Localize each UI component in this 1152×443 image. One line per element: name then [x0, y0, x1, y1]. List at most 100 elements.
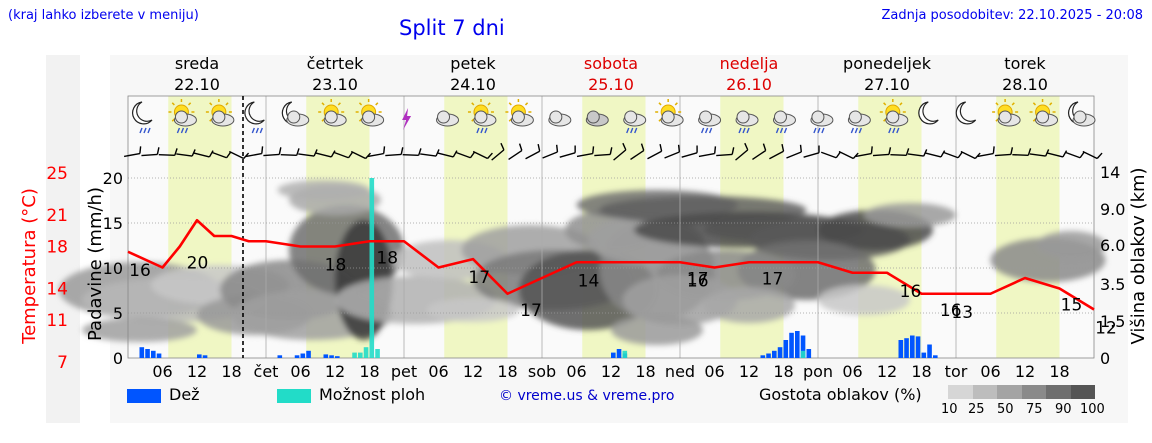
- wind-feather: [296, 148, 300, 156]
- wind-feather: [609, 147, 613, 155]
- storm-bar: [622, 350, 628, 358]
- x-tick-label: pon: [803, 362, 833, 381]
- rain-drop: [139, 127, 143, 134]
- rain-drop: [484, 127, 488, 134]
- wind-shaft: [158, 154, 175, 156]
- wind-barb: [855, 146, 873, 158]
- wind-shaft: [942, 151, 959, 159]
- rain-bar: [783, 340, 789, 358]
- wind-shaft: [229, 150, 245, 160]
- wind-shaft: [855, 152, 872, 158]
- rain-bar: [323, 354, 329, 358]
- rain-bar: [294, 355, 300, 358]
- x-tick-label: 06: [290, 362, 310, 381]
- day-date: 23.10: [312, 75, 358, 94]
- wind-barb: [158, 148, 178, 156]
- x-tick-label: 12: [325, 362, 345, 381]
- sky-icon-cloud-rain: [623, 110, 647, 134]
- temperature-line: [127, 218, 1095, 311]
- wind-feather: [957, 151, 964, 159]
- rain-drop: [850, 127, 855, 134]
- wind-barb: [735, 142, 749, 161]
- x-tick-label: 12: [877, 362, 897, 381]
- sun-ray: [375, 102, 379, 106]
- rain-drop: [738, 127, 742, 134]
- wind-feather: [781, 143, 785, 152]
- rain-bar: [760, 355, 766, 358]
- temperature-value-label: 20: [187, 254, 209, 274]
- wind-barb: [1064, 151, 1085, 159]
- temperature-line-group: [127, 218, 1095, 311]
- cloud-puff: [998, 110, 1012, 124]
- wind-feather: [469, 151, 476, 159]
- density-step-10: 10: [941, 402, 958, 417]
- cloud-puff: [362, 110, 376, 124]
- rain-bar: [806, 349, 812, 358]
- density-swatch: [1021, 385, 1046, 399]
- storm-bar: [358, 352, 363, 358]
- wind-feather: [452, 150, 458, 158]
- density-swatch: [997, 385, 1022, 399]
- wind-barb: [176, 149, 196, 157]
- chart-labels: sreda 22.10 četrtek 23.10 petek 24.10 sobota 25…: [19, 54, 1149, 381]
- wind-shaft: [786, 151, 802, 159]
- sky-icon-cloud-overcast: [585, 110, 609, 127]
- wind-shaft: [437, 152, 454, 158]
- x-tick-label: 18: [635, 362, 655, 381]
- wind-barb: [576, 146, 595, 158]
- wind-feather: [347, 151, 354, 159]
- cloud-height-tick: 14: [1100, 163, 1120, 182]
- rain-bar: [795, 331, 800, 358]
- x-tick-label: 06: [428, 362, 448, 381]
- precip-tick: 10: [103, 259, 123, 278]
- temp-tick: 11: [46, 311, 68, 331]
- wind-shaft: [977, 152, 994, 158]
- wind-shaft: [367, 152, 384, 158]
- wind-shaft: [176, 153, 193, 157]
- wind-shaft: [613, 149, 627, 161]
- wind-shaft: [838, 150, 854, 160]
- sky-icon-moon: [918, 101, 939, 125]
- wind-feather: [835, 151, 842, 159]
- wind-shaft: [698, 152, 715, 158]
- cloud-blob: [864, 203, 956, 227]
- x-tick-label: ned: [665, 362, 695, 381]
- storm-legend-label: Možnost ploh: [319, 385, 426, 404]
- credit-link[interactable]: © vreme.us & vreme.pro: [499, 388, 675, 404]
- wind-barb: [491, 142, 505, 161]
- temperature-value-label: 16: [940, 301, 962, 321]
- rain-bar: [329, 355, 334, 358]
- x-tick-label: 18: [1049, 362, 1069, 381]
- wind-barb: [333, 151, 354, 159]
- wind-shaft: [735, 149, 749, 161]
- wind-feather: [1027, 148, 1032, 156]
- wind-shaft: [594, 153, 611, 157]
- cloud-blob: [818, 285, 910, 315]
- rain-bar: [927, 344, 932, 358]
- location-menu-note[interactable]: (kraj lahko izberete v meniju): [8, 8, 199, 23]
- sky-icon-moon-rain: [132, 101, 153, 134]
- wind-barb: [769, 143, 785, 160]
- wind-shaft: [315, 152, 332, 158]
- rain-drop: [476, 127, 480, 134]
- wind-shaft: [1064, 151, 1081, 159]
- temperature-value-label: 17: [468, 268, 490, 288]
- wind-barb: [1029, 149, 1050, 157]
- day-name: torek: [1004, 54, 1046, 73]
- rain-drop: [854, 127, 859, 134]
- wind-shaft: [542, 151, 558, 159]
- precip-tick: 20: [103, 169, 123, 188]
- wind-barb: [193, 150, 214, 158]
- wind-barb: [872, 147, 892, 157]
- precip-tick: 0: [113, 349, 123, 368]
- wind-feather: [313, 149, 318, 157]
- sun-ray: [171, 102, 175, 106]
- sky-icon-sun-cloud: [205, 99, 235, 127]
- precip-axis-label: Padavine (mm/h): [85, 187, 106, 341]
- rain-bar: [300, 353, 306, 358]
- cloud-density-legend-label: Gostota oblakov (%): [759, 385, 922, 404]
- rain-bar: [789, 332, 794, 358]
- cloud-puff: [437, 110, 451, 124]
- temp-tick: 14: [46, 280, 68, 300]
